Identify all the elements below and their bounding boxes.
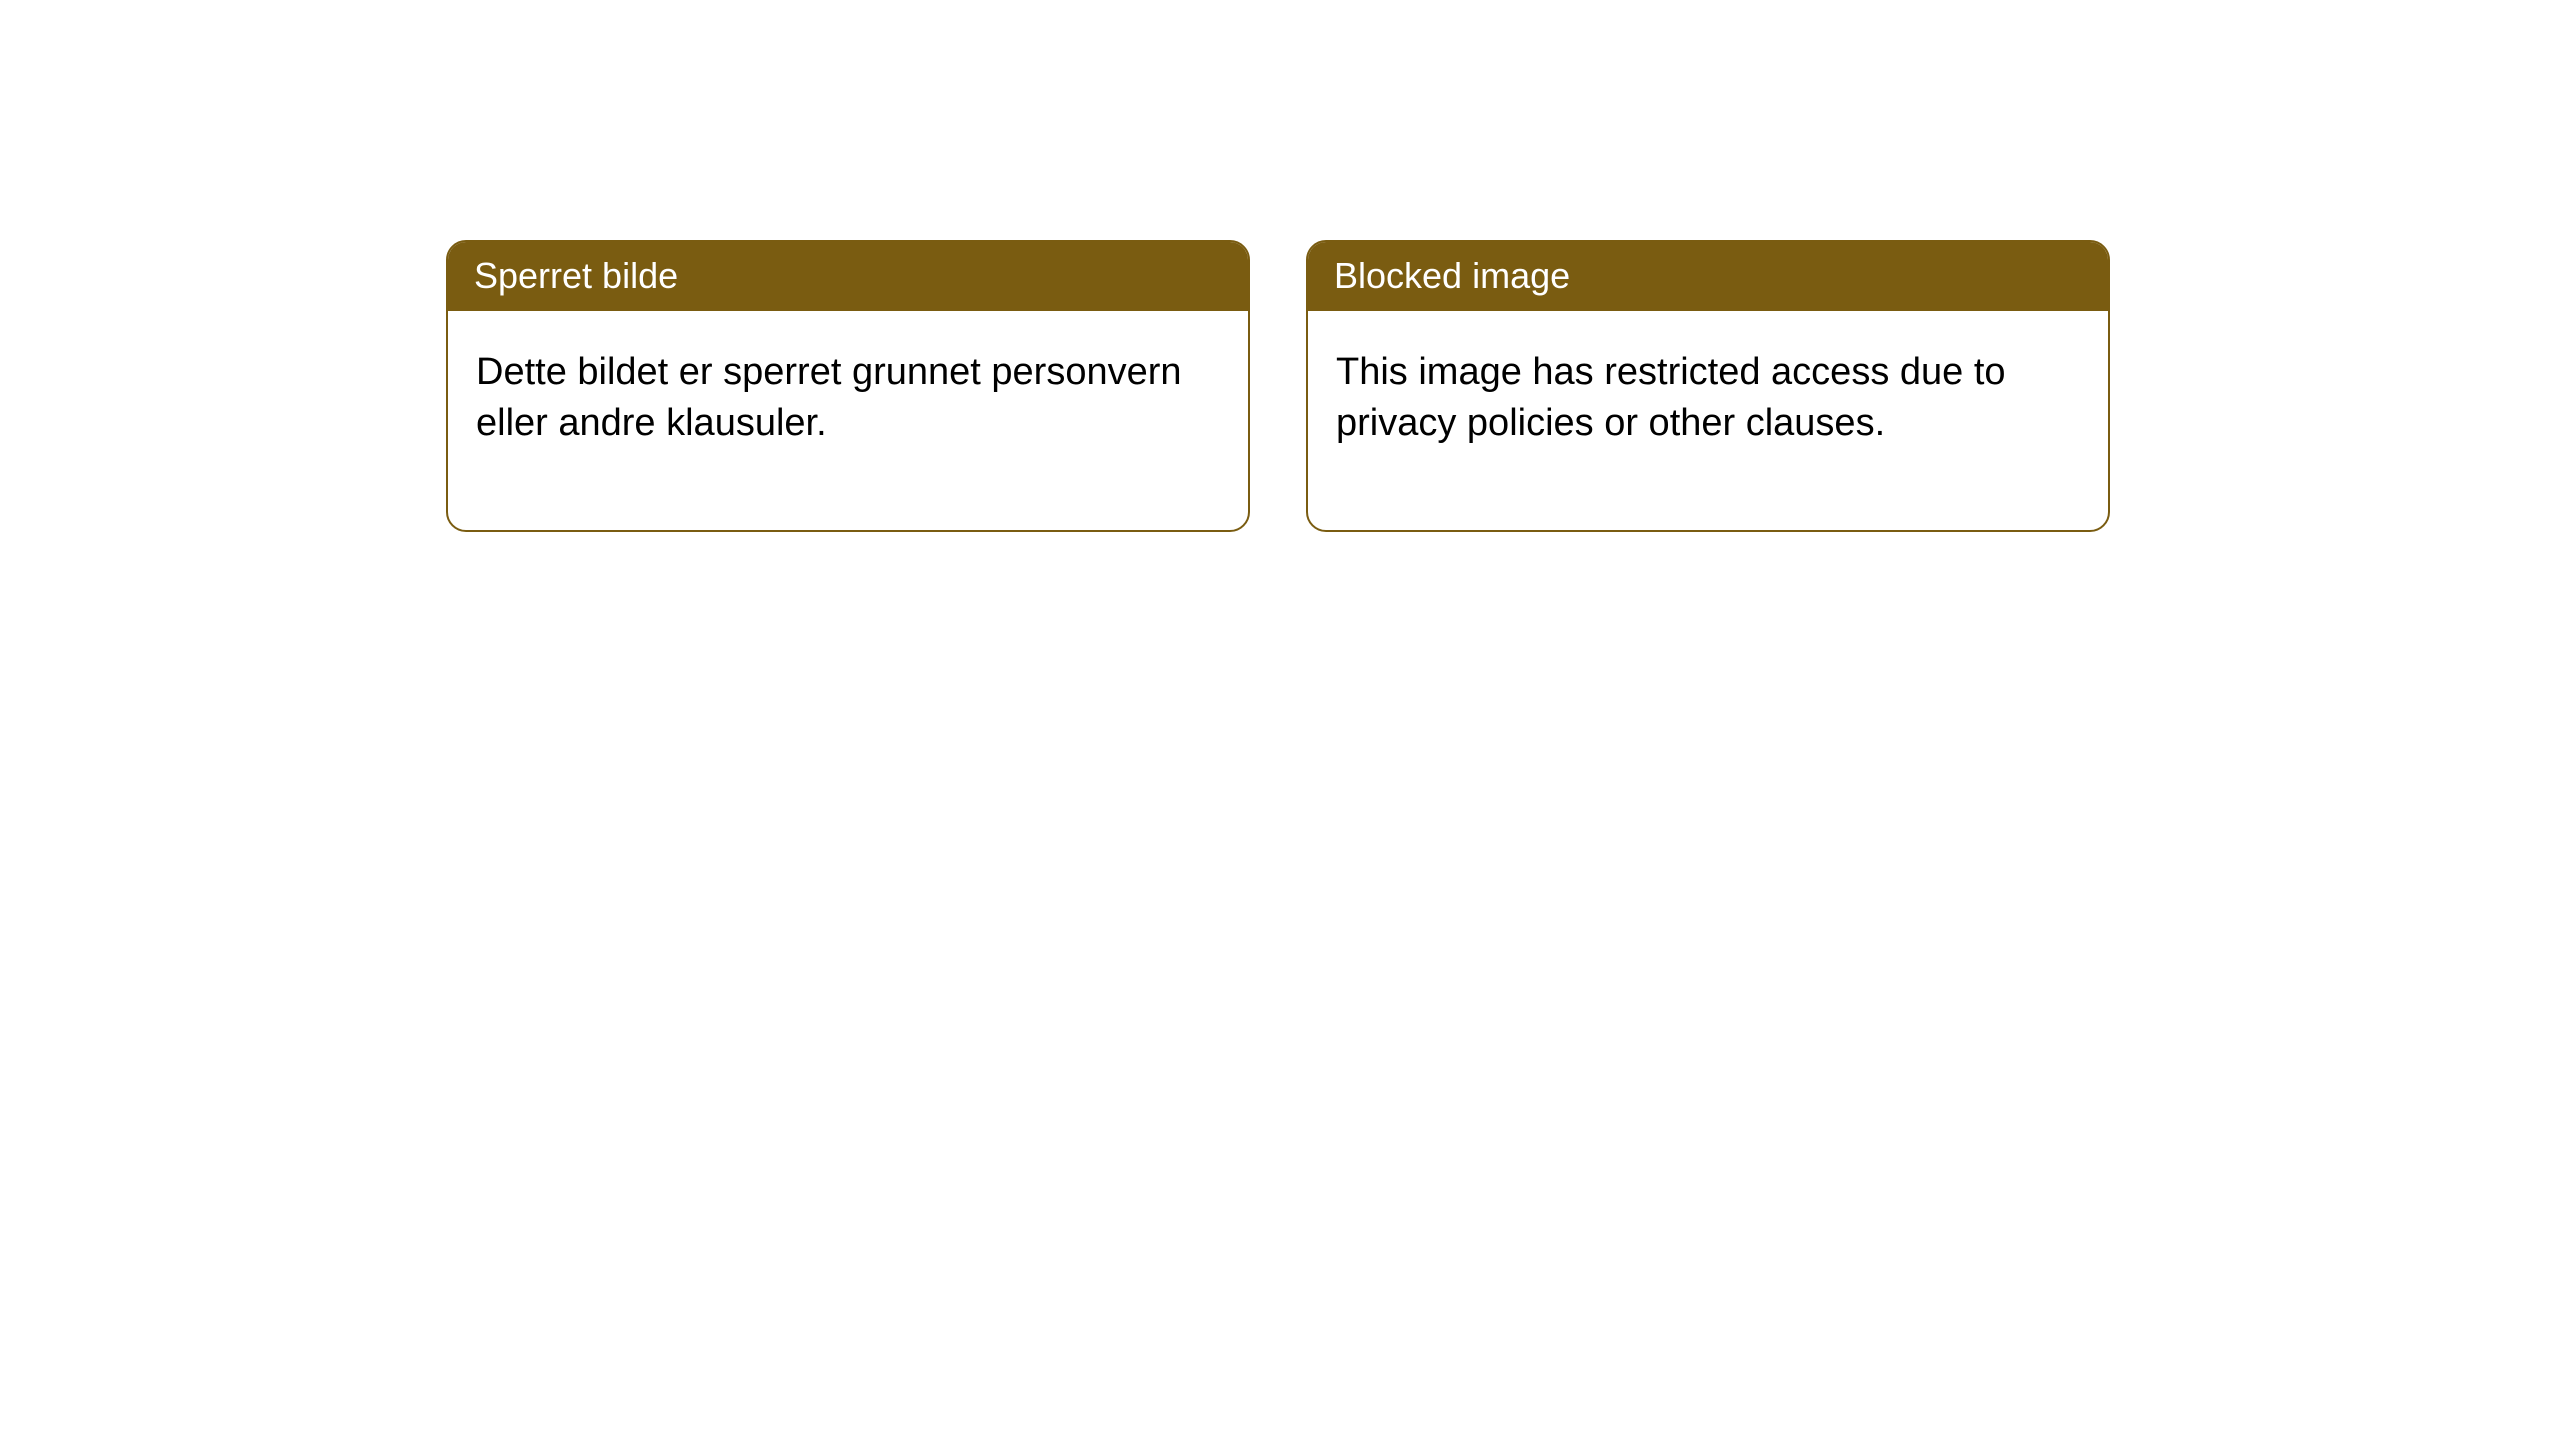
card-title: Blocked image [1308,242,2108,311]
blocked-image-card-en: Blocked image This image has restricted … [1306,240,2110,532]
card-body-text: This image has restricted access due to … [1308,311,2108,530]
card-title: Sperret bilde [448,242,1248,311]
blocked-image-card-no: Sperret bilde Dette bildet er sperret gr… [446,240,1250,532]
card-body-text: Dette bildet er sperret grunnet personve… [448,311,1248,530]
notice-card-container: Sperret bilde Dette bildet er sperret gr… [0,0,2560,532]
